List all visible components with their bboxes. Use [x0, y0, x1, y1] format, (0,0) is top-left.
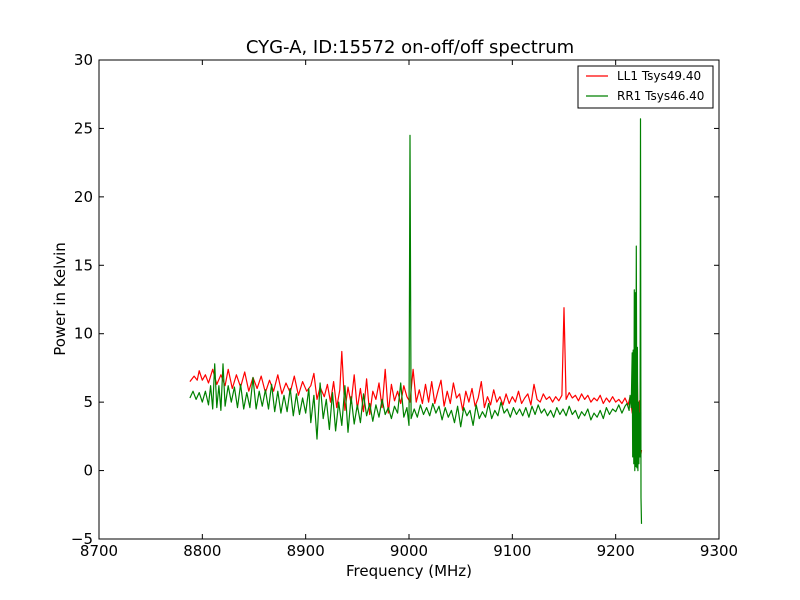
x-tick-label: 8700	[80, 542, 118, 560]
y-tick-label: 30	[74, 51, 93, 69]
legend-box	[577, 65, 714, 109]
series-layer	[189, 118, 643, 524]
legend-label-ll1: LL1 Tsys49.40	[617, 69, 701, 83]
x-tick-label: 8900	[287, 542, 325, 560]
y-tick-label: 10	[74, 325, 93, 343]
legend-label-rr1: RR1 Tsys46.40	[617, 89, 704, 103]
y-tick-label: 15	[74, 256, 93, 274]
x-tick-label: 9000	[390, 542, 428, 560]
y-tick-label: −5	[71, 530, 93, 548]
y-tick-label: 20	[74, 188, 93, 206]
x-axis-label: Frequency (MHz)	[346, 562, 472, 580]
x-tick-label: 9200	[597, 542, 635, 560]
x-tick-label: 8800	[183, 542, 221, 560]
y-tick-label: 0	[83, 462, 93, 480]
x-tick-label: 9300	[700, 542, 738, 560]
y-tick-label: 25	[74, 119, 93, 137]
legend: LL1 Tsys49.40 RR1 Tsys46.40	[577, 65, 714, 109]
y-tick-label: 5	[83, 393, 93, 411]
chart-title: CYG-A, ID:15572 on-off/off spectrum	[246, 37, 574, 58]
series-line-rr1	[189, 118, 643, 524]
y-axis-label: Power in Kelvin	[51, 242, 69, 356]
series-line-ll1	[189, 307, 643, 459]
x-tick-label: 9100	[493, 542, 531, 560]
ticks-layer: 8700 8800 8900 9000 9100 9200 9300 −5 0 5 10 15 20 25…	[71, 51, 738, 560]
